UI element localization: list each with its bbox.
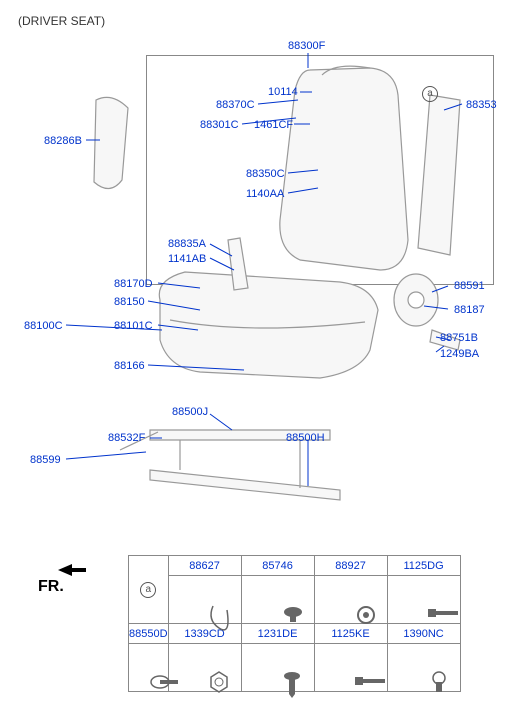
bolt-icon — [387, 576, 460, 624]
nut-cap-icon — [314, 576, 387, 624]
label-88751b[interactable]: 88751B — [440, 332, 478, 344]
table-row — [129, 576, 461, 624]
label-10114[interactable]: 10114 — [268, 86, 298, 98]
label-88100c[interactable]: 88100C — [24, 320, 63, 332]
clip-icon — [387, 644, 460, 692]
cell-88927[interactable]: 88927 — [314, 556, 387, 576]
cell-1125dg[interactable]: 1125DG — [387, 556, 460, 576]
label-88532f[interactable]: 88532F — [108, 432, 145, 444]
label-1141ab[interactable]: 1141AB — [168, 253, 206, 265]
cell-88550d[interactable]: 88550D — [129, 624, 169, 644]
wire-icon — [168, 576, 241, 624]
label-88187[interactable]: 88187 — [454, 304, 485, 316]
label-88599[interactable]: 88599 — [30, 454, 61, 466]
cell-85746[interactable]: 85746 — [241, 556, 314, 576]
label-88500j[interactable]: 88500J — [172, 406, 208, 418]
marker-a: a — [422, 86, 438, 102]
label-88101c[interactable]: 88101C — [114, 320, 153, 332]
screw-icon — [241, 644, 314, 692]
label-1461cf[interactable]: 1461CF — [254, 119, 293, 131]
table-row — [129, 644, 461, 692]
hardware-table: a 88627 85746 88927 1125DG 88550D 1339CD… — [128, 555, 461, 692]
rivet-icon — [241, 576, 314, 624]
fr-label: FR. — [38, 578, 64, 596]
fr-arrow-icon — [58, 564, 72, 576]
label-88591[interactable]: 88591 — [454, 280, 485, 292]
label-88170d[interactable]: 88170D — [114, 278, 153, 290]
marker-a-cell: a — [140, 582, 156, 598]
table-row: a 88627 85746 88927 1125DG — [129, 556, 461, 576]
label-88150[interactable]: 88150 — [114, 296, 145, 308]
bolt-flange-icon — [129, 644, 169, 692]
label-88301c[interactable]: 88301C — [200, 119, 239, 131]
fr-arrow-stem — [72, 568, 86, 572]
label-88300f[interactable]: 88300F — [288, 40, 325, 52]
label-88350c[interactable]: 88350C — [246, 168, 285, 180]
label-88353[interactable]: 88353 — [466, 99, 497, 111]
label-88166[interactable]: 88166 — [114, 360, 145, 372]
bolt2-icon — [314, 644, 387, 692]
label-88370c[interactable]: 88370C — [216, 99, 255, 111]
label-1249ba[interactable]: 1249BA — [440, 348, 479, 360]
label-1140aa[interactable]: 1140AA — [246, 188, 284, 200]
cell-88627[interactable]: 88627 — [168, 556, 241, 576]
label-88500h[interactable]: 88500H — [286, 432, 325, 444]
label-88286b[interactable]: 88286B — [44, 135, 82, 147]
cell-1390nc[interactable]: 1390NC — [387, 624, 460, 644]
label-88835a[interactable]: 88835A — [168, 238, 206, 250]
seat-diagram — [0, 0, 527, 540]
